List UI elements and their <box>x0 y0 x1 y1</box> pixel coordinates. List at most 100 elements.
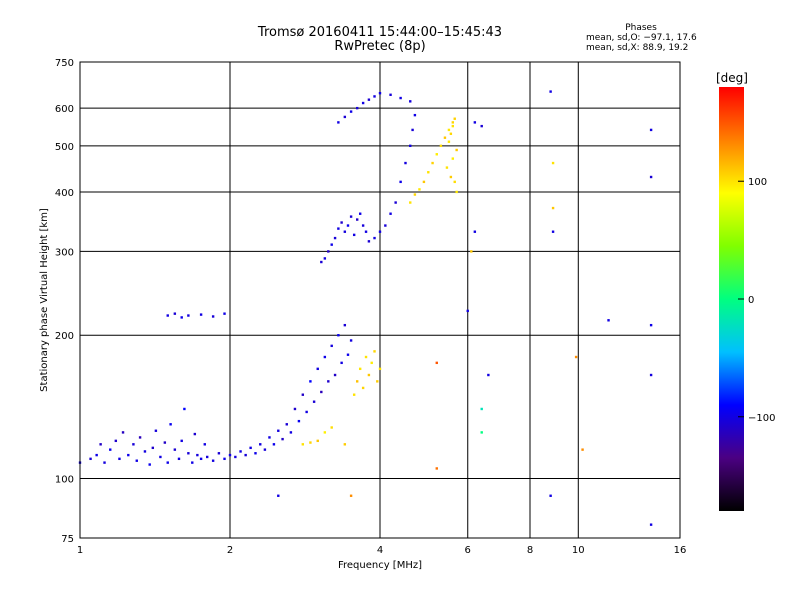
y-tick-label: 100 <box>55 475 74 486</box>
data-point <box>205 455 209 459</box>
colorbar-ticks: 100 0 −100 <box>738 177 775 424</box>
data-point <box>413 113 417 117</box>
data-point <box>378 91 382 95</box>
data-point <box>445 166 449 169</box>
data-point <box>297 419 301 423</box>
data-point <box>281 437 284 441</box>
data-point <box>312 400 316 403</box>
data-point <box>330 426 333 429</box>
data-point <box>451 124 455 128</box>
data-point <box>199 313 203 316</box>
data-point <box>384 224 387 227</box>
x-tick-label: 16 <box>674 545 687 556</box>
data-point <box>346 224 350 227</box>
data-point <box>451 157 455 160</box>
data-point <box>455 148 458 152</box>
data-point <box>223 312 226 315</box>
data-point <box>439 144 443 148</box>
x-tick-label: 4 <box>377 545 383 556</box>
data-point <box>367 98 371 101</box>
stats-o-mode: mean, sd,O: −97.1, 17.6 <box>586 33 697 43</box>
data-point <box>301 393 305 396</box>
data-point <box>323 355 327 359</box>
data-point <box>289 431 293 434</box>
x-tick-label: 1 <box>77 545 83 556</box>
data-point <box>151 446 155 450</box>
data-point <box>309 441 312 444</box>
chart-subtitle: RwPretec (8p) <box>334 39 426 54</box>
data-point <box>352 393 356 396</box>
data-point <box>109 448 112 451</box>
data-point <box>309 380 312 383</box>
y-tick-label: 300 <box>55 247 74 258</box>
data-point <box>285 423 288 426</box>
data-point <box>333 236 337 240</box>
data-point <box>254 452 257 455</box>
data-point <box>340 221 343 224</box>
data-point <box>127 453 130 457</box>
data-point <box>138 436 142 439</box>
data-point <box>447 140 451 143</box>
data-point <box>337 334 340 337</box>
data-point <box>480 124 483 128</box>
data-point <box>166 314 169 317</box>
data-point <box>422 180 426 184</box>
data-point <box>143 450 147 453</box>
data-point <box>358 367 362 371</box>
stats-x-mode: mean, sd,X: 88.9, 19.2 <box>586 43 689 53</box>
x-tick-label: 8 <box>527 545 533 556</box>
data-point <box>316 367 319 371</box>
y-tick-label: 600 <box>55 104 74 115</box>
data-point <box>355 218 359 221</box>
data-point <box>443 136 447 139</box>
data-point <box>244 453 247 457</box>
data-point <box>316 439 319 443</box>
data-point <box>346 353 350 356</box>
data-point <box>95 453 98 457</box>
data-point <box>327 380 330 383</box>
data-point <box>453 117 456 120</box>
data-point <box>211 315 215 318</box>
data-point <box>343 323 347 327</box>
data-point <box>364 355 368 359</box>
data-point <box>211 459 215 462</box>
data-point <box>173 448 177 451</box>
data-point <box>607 319 610 322</box>
data-point <box>361 386 365 390</box>
y-axis-label: Stationary phase Virtual Height [km] <box>39 208 50 392</box>
data-point <box>453 180 456 184</box>
data-point <box>367 240 371 243</box>
data-point <box>361 224 365 227</box>
data-point <box>293 407 297 411</box>
data-point <box>228 453 232 457</box>
data-point <box>455 190 458 194</box>
data-point <box>409 100 412 103</box>
data-point <box>135 459 138 462</box>
data-point <box>549 494 552 497</box>
data-point <box>323 431 327 434</box>
colorbar-tick-label: 0 <box>748 295 754 306</box>
data-point <box>166 461 169 464</box>
data-point <box>373 236 376 240</box>
data-point <box>435 361 438 365</box>
data-point <box>649 523 653 526</box>
data-points <box>78 90 653 526</box>
x-tick-label: 10 <box>572 545 585 556</box>
data-point <box>370 361 373 365</box>
data-point <box>118 457 121 461</box>
data-point <box>301 443 305 446</box>
data-point <box>330 344 333 348</box>
data-point <box>180 439 183 443</box>
x-axis-label: Frequency [MHz] <box>338 560 422 571</box>
data-point <box>259 443 262 446</box>
data-point <box>177 457 181 461</box>
data-point <box>361 101 365 105</box>
data-point <box>409 201 412 204</box>
data-point <box>320 390 323 394</box>
data-point <box>551 206 555 210</box>
data-point <box>352 233 356 237</box>
data-point <box>349 215 353 218</box>
data-point <box>349 494 353 497</box>
data-point <box>223 457 226 461</box>
data-point <box>367 373 371 377</box>
